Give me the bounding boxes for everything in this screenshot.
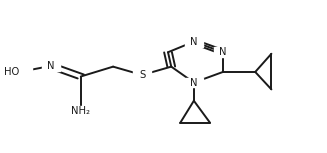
Bar [42, 61, 60, 71]
Text: N: N [47, 61, 55, 71]
Bar [67, 106, 95, 117]
Text: NH₂: NH₂ [71, 106, 90, 116]
Bar [7, 67, 32, 77]
Text: S: S [139, 70, 145, 80]
Bar [133, 70, 151, 80]
Text: N: N [190, 37, 198, 47]
Bar [214, 47, 232, 57]
Text: N: N [219, 47, 227, 57]
Bar [185, 37, 203, 47]
Text: HO: HO [4, 67, 19, 77]
Bar [185, 78, 203, 88]
Text: N: N [190, 78, 198, 88]
